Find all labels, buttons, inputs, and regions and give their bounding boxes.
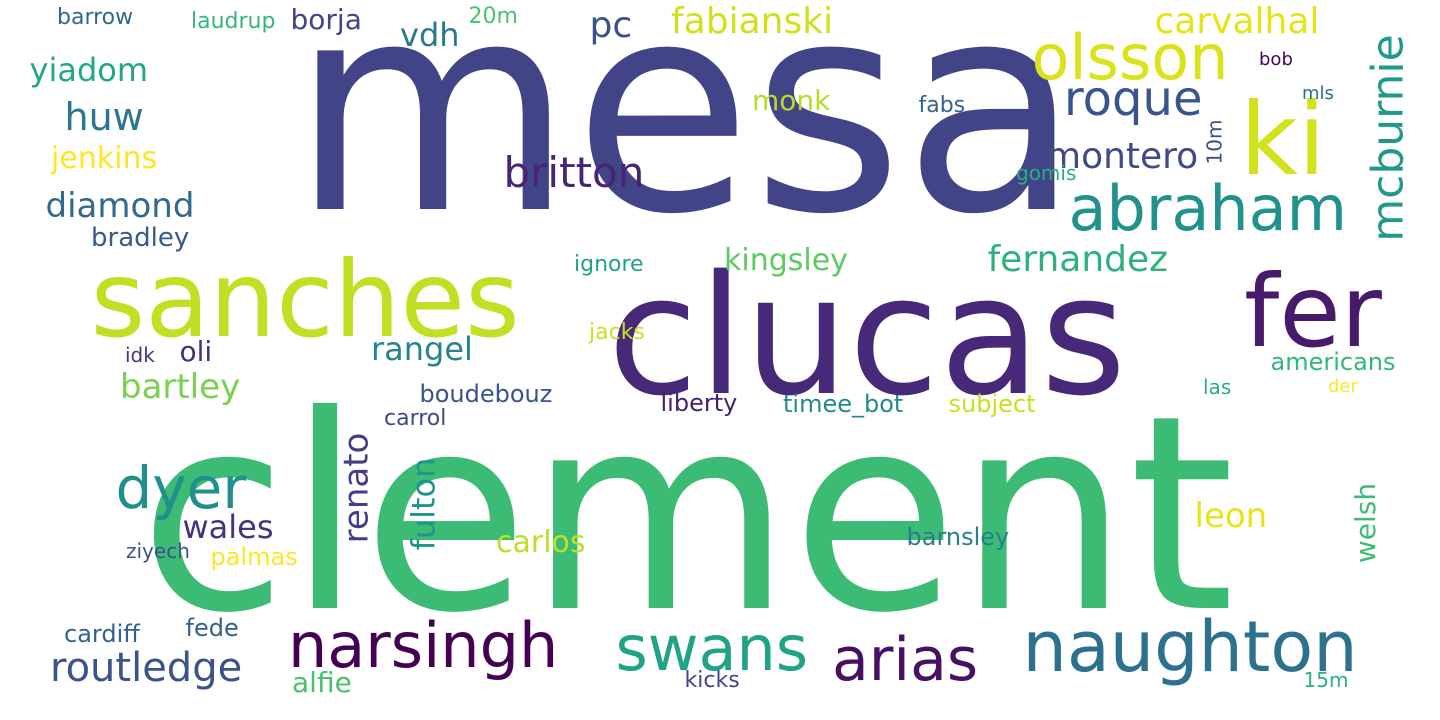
word-jenkins: jenkins (51, 141, 158, 176)
word-olsson: olsson (1031, 21, 1229, 94)
word-kicks: kicks (684, 668, 740, 693)
word-fede: fede (185, 614, 239, 642)
word-idk: idk (125, 343, 155, 367)
word-fabs: fabs (918, 93, 966, 118)
word-laudrup: laudrup (191, 9, 276, 34)
word-oli: oli (179, 335, 213, 368)
word-alfie: alfie (292, 666, 352, 699)
word-huw: huw (64, 95, 144, 139)
word-20m: 20m (468, 4, 518, 29)
word-fernandez: fernandez (987, 239, 1169, 280)
word-barnsley: barnsley (906, 523, 1010, 551)
word-fulton: fulton (403, 457, 442, 551)
word-vdh: vdh (400, 16, 460, 54)
word-clement: clement (139, 357, 1235, 672)
word-roque: roque (1064, 71, 1203, 127)
word-fer: fer (1244, 253, 1382, 370)
word-bartley: bartley (120, 367, 241, 407)
word-subject: subject (948, 390, 1036, 418)
word-carlos: carlos (496, 525, 586, 560)
word-swans: swans (615, 612, 809, 685)
word-welsh: welsh (1349, 482, 1383, 564)
word-naughton: naughton (1022, 606, 1358, 688)
word-bradley: bradley (91, 223, 190, 253)
word-sanches: sanches (90, 238, 520, 361)
word-pc: pc (589, 5, 633, 46)
word-clucas: clucas (607, 239, 1127, 432)
word-yiadom: yiadom (29, 51, 149, 89)
word-wales: wales (182, 508, 274, 546)
word-10m: 10m (1201, 119, 1226, 165)
word-dyer: dyer (115, 454, 247, 522)
word-der: der (1328, 376, 1358, 397)
word-ignore: ignore (574, 252, 644, 277)
word-borja: borja (290, 3, 362, 36)
word-carrol: carrol (384, 406, 447, 431)
word-ki: ki (1240, 81, 1326, 198)
word-cardiff: cardiff (64, 620, 140, 648)
word-leon: leon (1194, 496, 1268, 536)
word-liberty: liberty (660, 389, 738, 417)
word-fabianski: fabianski (671, 1, 834, 42)
word-routledge: routledge (50, 645, 243, 691)
word-arias: arias (832, 625, 979, 695)
word-britton: britton (503, 148, 645, 197)
word-bob: bob (1259, 49, 1293, 70)
word-gomis: gomis (1016, 161, 1077, 185)
word-las: las (1203, 375, 1232, 399)
word-mesa: mesa (291, 0, 1081, 278)
word-barrow: barrow (57, 5, 134, 30)
word-rangel: rangel (371, 330, 473, 368)
word-mls: mls (1302, 83, 1334, 104)
word-15m: 15m (1303, 668, 1349, 692)
word-americans: americans (1270, 348, 1396, 376)
word-montero: montero (1046, 136, 1199, 177)
word-jacks: jacks (589, 320, 645, 345)
word-kingsley: kingsley (724, 243, 848, 278)
word-timee-bot: timee_bot (783, 390, 904, 418)
word-boudebouz: boudebouz (419, 380, 553, 408)
word-abraham: abraham (1068, 172, 1348, 245)
word-carvalhal: carvalhal (1154, 1, 1320, 42)
word-palmas: palmas (210, 543, 298, 571)
word-mcburnie: mcburnie (1362, 34, 1414, 242)
word-renato: renato (335, 432, 376, 544)
word-ziyech: ziyech (126, 539, 190, 563)
word-monk: monk (752, 84, 831, 117)
word-diamond: diamond (45, 186, 195, 226)
word-narsingh: narsingh (288, 609, 559, 682)
